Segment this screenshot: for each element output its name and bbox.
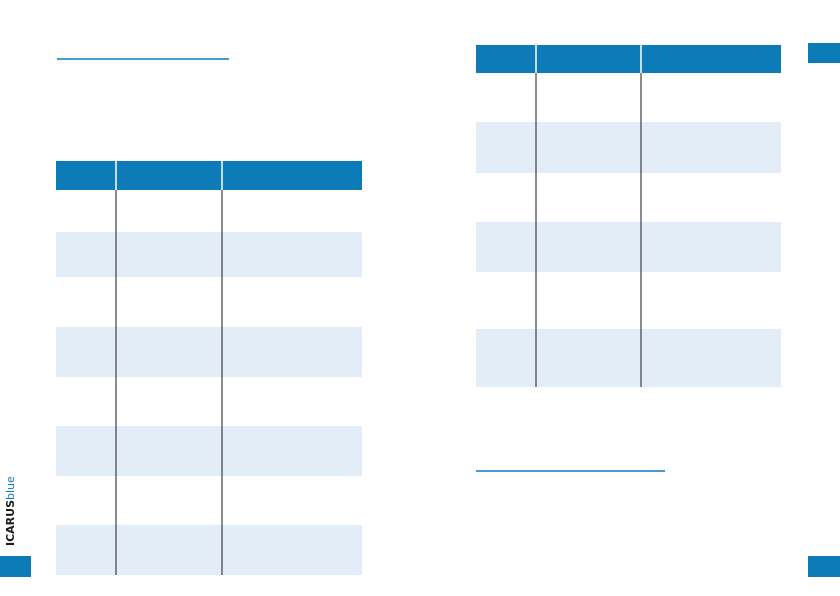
logo-brand: ICARUS	[4, 500, 17, 546]
right-table	[476, 45, 781, 387]
table-row	[476, 222, 781, 272]
table-row	[56, 232, 362, 277]
page-tab	[0, 556, 31, 577]
table-row	[56, 525, 362, 575]
table-row	[56, 327, 362, 377]
table-row	[56, 426, 362, 476]
table-row	[476, 329, 781, 387]
logo-suffix: blue	[4, 476, 17, 500]
page-tab	[808, 556, 840, 577]
table-header	[56, 161, 362, 190]
logo: ICARUSblue	[4, 476, 17, 546]
table-row	[476, 122, 781, 173]
table-header	[476, 45, 781, 73]
page-tab	[808, 43, 840, 63]
left-table	[56, 161, 362, 575]
